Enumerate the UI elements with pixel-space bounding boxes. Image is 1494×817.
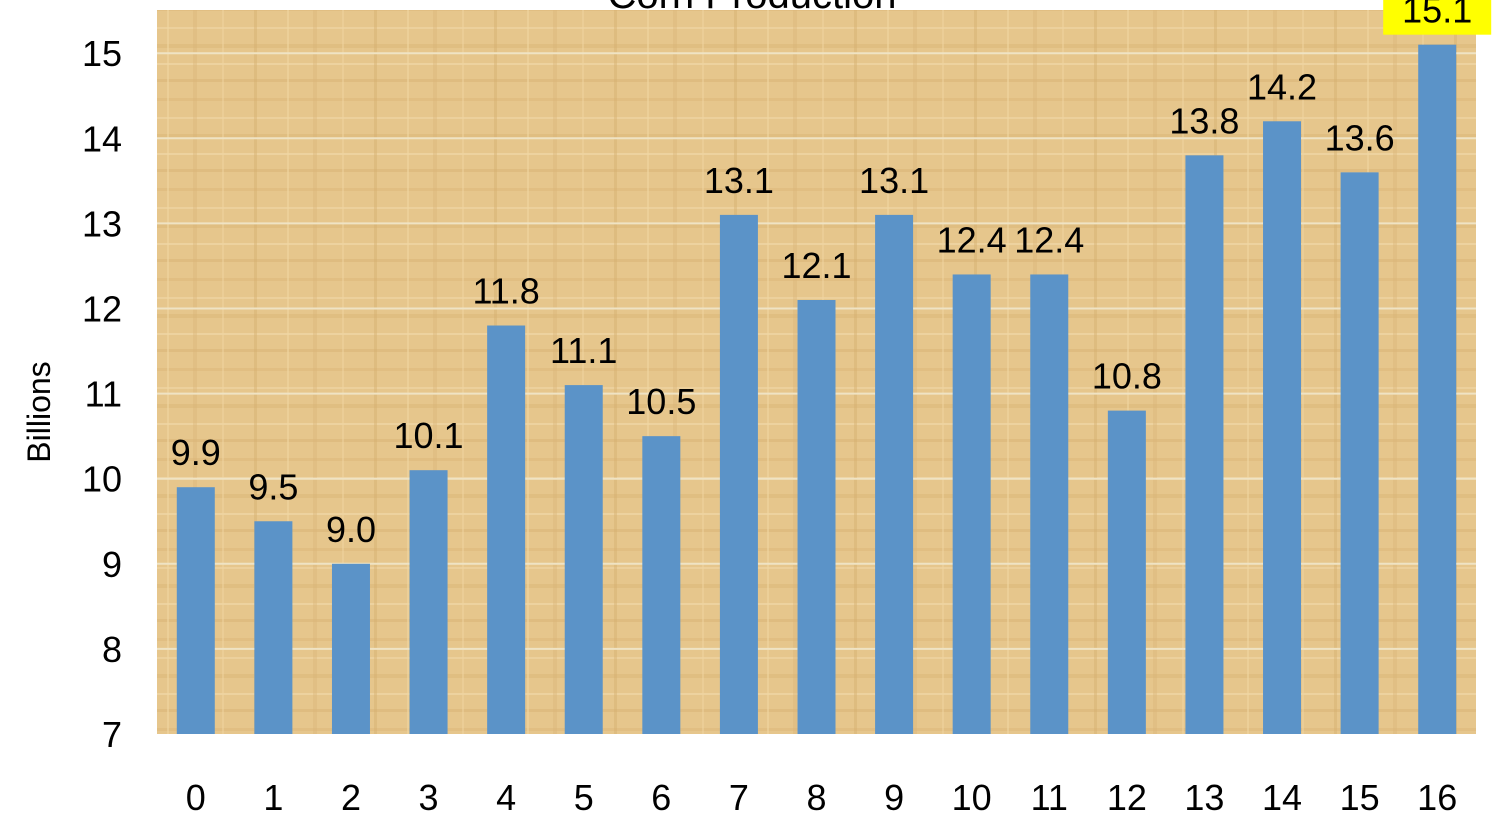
data-label-11: 12.4 xyxy=(1014,219,1084,260)
bar-0 xyxy=(176,487,215,734)
x-tick-12: 12 xyxy=(1107,777,1147,817)
x-tick-6: 6 xyxy=(651,777,671,817)
y-tick-7: 7 xyxy=(102,714,122,755)
bar-5 xyxy=(564,385,603,734)
bar-13 xyxy=(1185,155,1224,734)
data-label-16: 15.1 xyxy=(1402,0,1472,31)
data-labels: 9.99.59.010.111.811.110.513.112.113.112.… xyxy=(171,0,1492,550)
bar-14 xyxy=(1263,121,1302,734)
y-tick-10: 10 xyxy=(82,459,122,500)
x-tick-2: 2 xyxy=(341,777,361,817)
bar-16 xyxy=(1418,44,1457,734)
x-tick-16: 16 xyxy=(1417,777,1457,817)
x-tick-1: 1 xyxy=(263,777,283,817)
data-label-6: 10.5 xyxy=(626,381,696,422)
bar-15 xyxy=(1340,172,1379,735)
data-label-3: 10.1 xyxy=(394,415,464,456)
x-tick-8: 8 xyxy=(806,777,826,817)
data-label-7: 13.1 xyxy=(704,160,774,201)
x-tick-5: 5 xyxy=(574,777,594,817)
x-tick-9: 9 xyxy=(884,777,904,817)
x-tick-7: 7 xyxy=(729,777,749,817)
bar-2 xyxy=(331,563,370,734)
y-tick-12: 12 xyxy=(82,289,122,330)
bar-10 xyxy=(952,274,991,734)
x-tick-13: 13 xyxy=(1184,777,1224,817)
data-label-1: 9.5 xyxy=(248,466,298,507)
x-tick-11: 11 xyxy=(1031,777,1068,817)
y-tick-13: 13 xyxy=(82,203,122,244)
y-tick-14: 14 xyxy=(82,118,122,159)
y-tick-15: 15 xyxy=(82,33,122,74)
y-axis-ticks: 7 8 9 10 11 12 13 14 15 xyxy=(82,33,122,755)
x-tick-0: 0 xyxy=(186,777,206,817)
data-label-13: 13.8 xyxy=(1169,100,1239,141)
x-tick-3: 3 xyxy=(419,777,439,817)
x-tick-14: 14 xyxy=(1262,777,1302,817)
bar-4 xyxy=(487,325,526,734)
data-label-12: 10.8 xyxy=(1092,356,1162,397)
data-label-4: 11.8 xyxy=(472,271,539,312)
bar-11 xyxy=(1030,274,1069,734)
data-label-14: 14.2 xyxy=(1247,66,1317,107)
data-label-9: 13.1 xyxy=(859,160,929,201)
bars xyxy=(176,44,1457,735)
y-axis-title: Billions xyxy=(21,361,57,462)
y-tick-8: 8 xyxy=(102,629,122,670)
bar-1 xyxy=(254,521,293,734)
data-label-0: 9.9 xyxy=(171,432,221,473)
bar-7 xyxy=(719,214,758,734)
bar-3 xyxy=(409,470,448,734)
y-tick-11: 11 xyxy=(85,374,122,415)
x-tick-15: 15 xyxy=(1340,777,1380,817)
bar-6 xyxy=(642,436,681,734)
x-tick-4: 4 xyxy=(496,777,516,817)
data-label-15: 13.6 xyxy=(1325,117,1395,158)
x-tick-10: 10 xyxy=(952,777,992,817)
chart-title: Corn Production xyxy=(607,0,896,17)
y-tick-9: 9 xyxy=(102,544,122,585)
bar-9 xyxy=(875,214,914,734)
data-label-8: 12.1 xyxy=(781,245,851,286)
data-label-2: 9.0 xyxy=(326,509,376,550)
data-label-highlight xyxy=(1383,0,1492,35)
data-label-5: 11.1 xyxy=(550,330,617,371)
x-axis-ticks: 0 1 2 3 4 5 6 7 8 9 10 11 12 13 14 15 16 xyxy=(186,777,1457,817)
bar-8 xyxy=(797,299,836,734)
bar-12 xyxy=(1107,410,1146,734)
data-label-10: 12.4 xyxy=(937,219,1007,260)
